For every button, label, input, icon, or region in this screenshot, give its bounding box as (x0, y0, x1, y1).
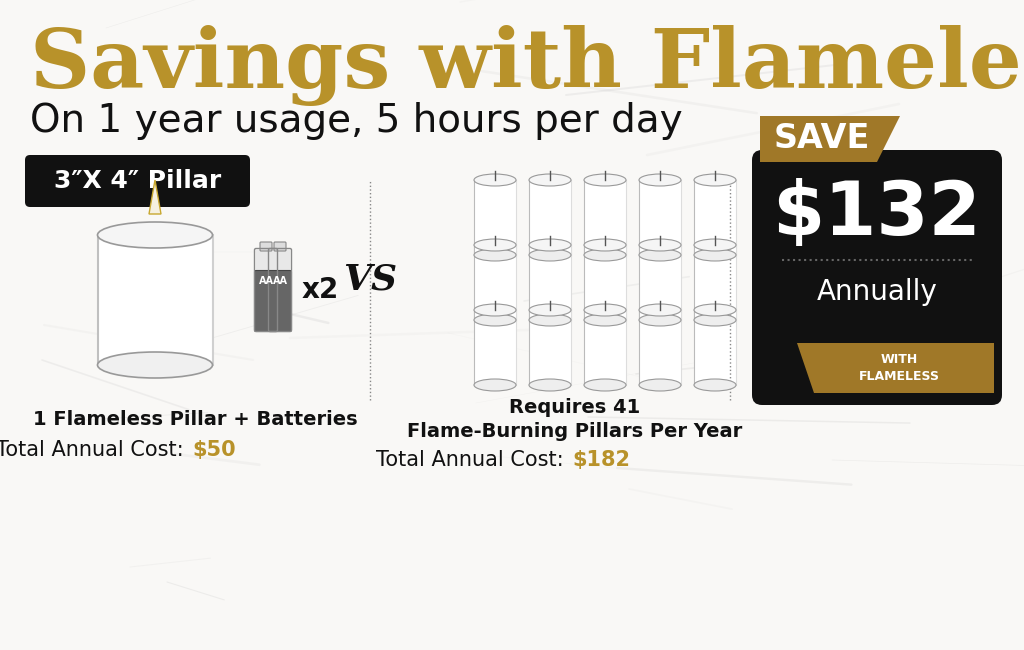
Polygon shape (529, 245, 571, 320)
Text: VS: VS (343, 263, 397, 297)
Ellipse shape (529, 239, 571, 251)
Ellipse shape (529, 314, 571, 326)
Ellipse shape (639, 314, 681, 326)
Polygon shape (256, 250, 276, 272)
Text: Annually: Annually (816, 278, 937, 306)
Text: Flame-Burning Pillars Per Year: Flame-Burning Pillars Per Year (408, 422, 742, 441)
Polygon shape (584, 245, 626, 320)
Ellipse shape (694, 314, 736, 326)
Ellipse shape (97, 222, 213, 248)
Polygon shape (529, 180, 571, 255)
Text: AA: AA (272, 276, 288, 286)
Ellipse shape (694, 239, 736, 251)
Ellipse shape (584, 379, 626, 391)
Ellipse shape (639, 379, 681, 391)
Ellipse shape (474, 239, 516, 251)
Ellipse shape (474, 314, 516, 326)
Ellipse shape (529, 379, 571, 391)
Polygon shape (474, 180, 516, 255)
Polygon shape (584, 180, 626, 255)
Ellipse shape (639, 174, 681, 186)
Ellipse shape (584, 304, 626, 316)
Ellipse shape (97, 352, 213, 378)
Polygon shape (584, 310, 626, 385)
Ellipse shape (639, 239, 681, 251)
Polygon shape (760, 116, 900, 162)
Ellipse shape (584, 314, 626, 326)
Text: On 1 year usage, 5 hours per day: On 1 year usage, 5 hours per day (30, 102, 683, 140)
Text: ...: ... (775, 273, 810, 302)
Text: $132: $132 (773, 179, 981, 252)
Ellipse shape (639, 249, 681, 261)
Text: WITH
FLAMELESS: WITH FLAMELESS (858, 353, 939, 383)
Ellipse shape (529, 174, 571, 186)
Ellipse shape (639, 304, 681, 316)
Ellipse shape (474, 249, 516, 261)
Text: Total Annual Cost:: Total Annual Cost: (376, 450, 570, 470)
Ellipse shape (694, 304, 736, 316)
Text: 3″X 4″ Pillar: 3″X 4″ Pillar (54, 169, 221, 193)
Ellipse shape (474, 304, 516, 316)
Text: x2: x2 (302, 276, 339, 304)
Ellipse shape (694, 174, 736, 186)
FancyBboxPatch shape (260, 242, 272, 251)
Polygon shape (529, 310, 571, 385)
Polygon shape (639, 245, 681, 320)
Polygon shape (694, 310, 736, 385)
Polygon shape (474, 245, 516, 320)
Ellipse shape (694, 249, 736, 261)
Ellipse shape (474, 379, 516, 391)
Ellipse shape (584, 174, 626, 186)
Polygon shape (639, 310, 681, 385)
Ellipse shape (584, 249, 626, 261)
Text: SAVE: SAVE (774, 122, 870, 155)
Ellipse shape (584, 239, 626, 251)
Polygon shape (797, 343, 994, 393)
Ellipse shape (529, 249, 571, 261)
Text: $50: $50 (193, 440, 236, 460)
FancyBboxPatch shape (274, 242, 286, 251)
FancyBboxPatch shape (268, 270, 292, 332)
Text: Savings with Flameless:: Savings with Flameless: (30, 25, 1024, 106)
Polygon shape (694, 245, 736, 320)
Polygon shape (694, 180, 736, 255)
FancyBboxPatch shape (25, 155, 250, 207)
Polygon shape (97, 235, 213, 365)
Text: AA: AA (258, 276, 273, 286)
Ellipse shape (474, 174, 516, 186)
Ellipse shape (694, 379, 736, 391)
Text: 1 Flameless Pillar + Batteries: 1 Flameless Pillar + Batteries (33, 410, 357, 429)
Polygon shape (150, 180, 161, 214)
Text: Total Annual Cost:: Total Annual Cost: (0, 440, 190, 460)
Text: $182: $182 (572, 450, 630, 470)
FancyBboxPatch shape (752, 150, 1002, 405)
Polygon shape (270, 250, 290, 272)
Polygon shape (474, 310, 516, 385)
Ellipse shape (529, 304, 571, 316)
Polygon shape (639, 180, 681, 255)
FancyBboxPatch shape (255, 270, 278, 332)
Text: Requires 41: Requires 41 (509, 398, 641, 417)
